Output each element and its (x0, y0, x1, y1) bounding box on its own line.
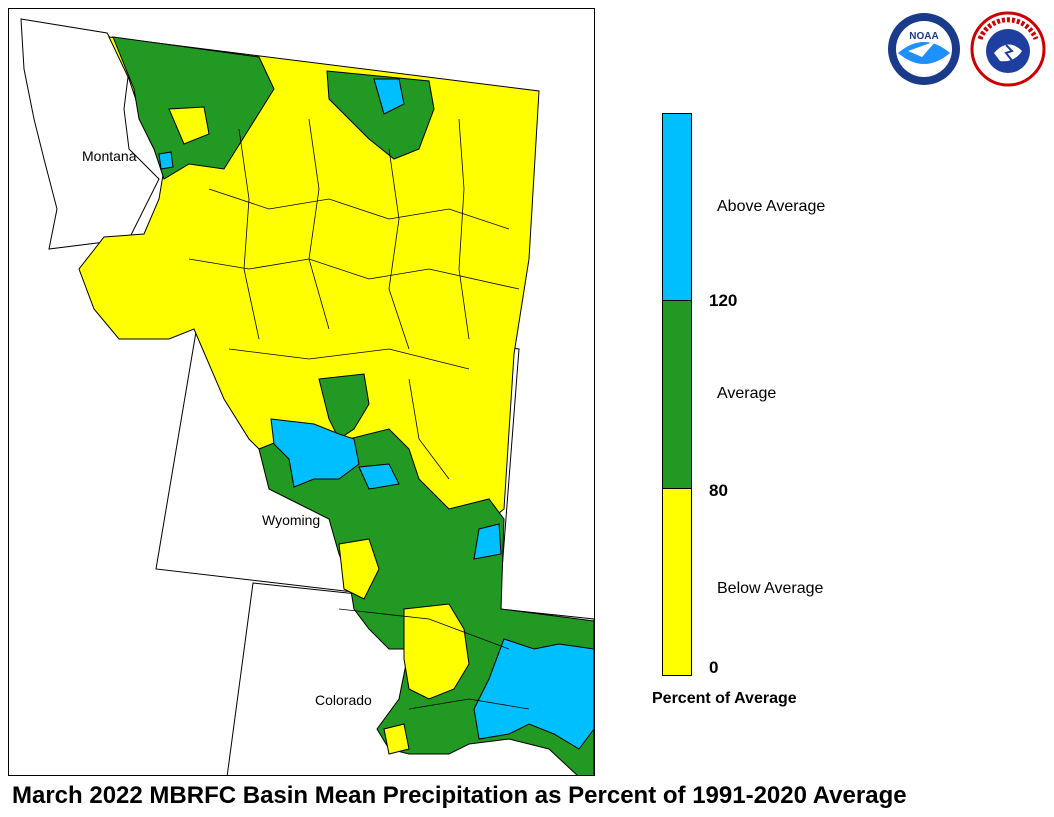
region-below-wy-sw (338, 538, 380, 600)
region-above-co (473, 638, 594, 750)
map-title: March 2022 MBRFC Basin Mean Precipitatio… (12, 782, 907, 809)
region-average-north-2 (326, 70, 435, 160)
state-label-colorado: Colorado (315, 692, 372, 708)
region-above-north-2 (158, 151, 174, 170)
state-label-montana: Montana (82, 148, 137, 164)
basin-precipitation-map: Montana Wyoming Colorado (8, 8, 595, 776)
svg-text:NOAA: NOAA (909, 31, 938, 42)
legend-swatch-above (663, 114, 691, 302)
legend-label-above-average: Above Average (717, 198, 826, 215)
region-below-average-inner (168, 106, 210, 145)
region-above-wy-3 (473, 523, 502, 560)
legend-tick-120: 120 (709, 291, 738, 310)
legend-swatch-average (663, 301, 691, 489)
region-below-co-2 (383, 723, 410, 755)
state-label-wyoming: Wyoming (262, 512, 321, 528)
map-svg (20, 18, 594, 775)
nws-logo (970, 11, 1046, 87)
legend-tick-0: 0 (709, 658, 719, 677)
legend-title: Percent of Average (652, 690, 797, 707)
region-above-wy-2 (358, 463, 400, 490)
legend-swatch-below (663, 488, 691, 675)
noaa-logo: NOAA (886, 11, 962, 87)
legend-label-below-average: Below Average (717, 580, 824, 597)
legend-label-average: Average (717, 385, 777, 402)
legend-tick-80: 80 (709, 481, 728, 500)
region-above-north-1 (373, 78, 405, 115)
region-above-wy-1 (270, 418, 360, 488)
basin-boundaries (188, 118, 530, 710)
legend-color-bar (662, 113, 692, 676)
region-average-wy-center (318, 373, 370, 440)
